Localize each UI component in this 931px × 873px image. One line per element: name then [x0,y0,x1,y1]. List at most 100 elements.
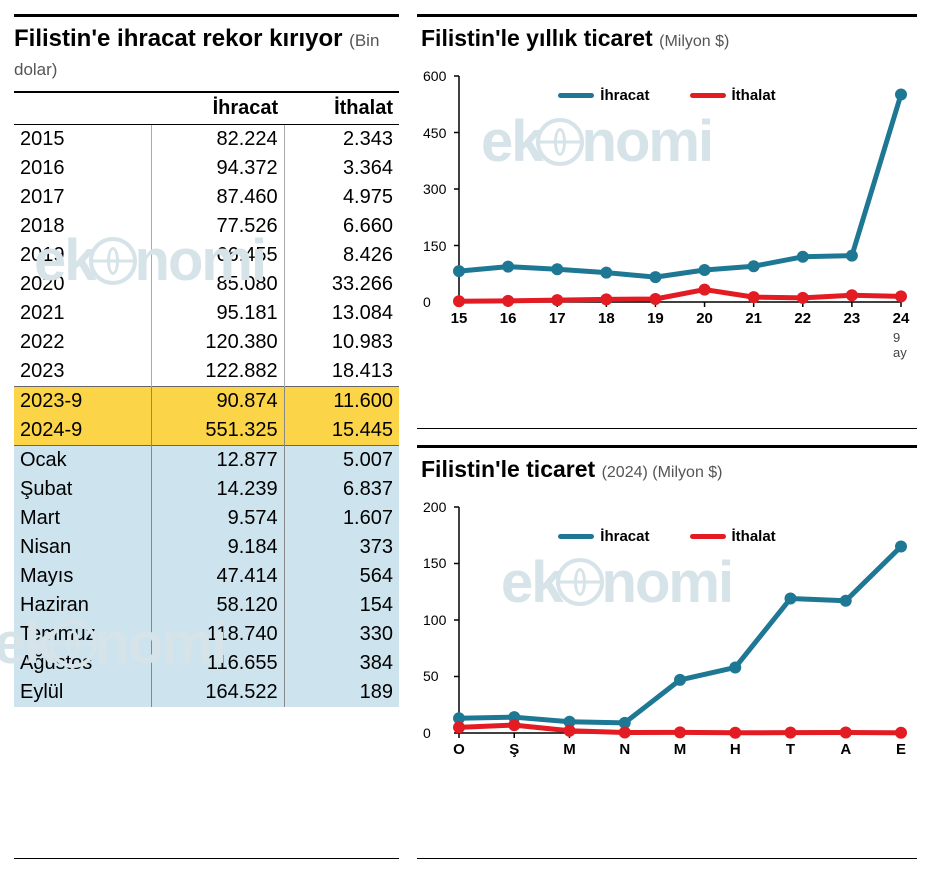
table-row: Temmuz118.740330 [14,620,399,649]
table-cell: Mart [14,504,151,533]
table-cell: 3.364 [284,154,399,183]
table-cell: 154 [284,591,399,620]
table-row: 201694.3723.364 [14,154,399,183]
table-cell: 330 [284,620,399,649]
table-cell: 12.877 [151,445,284,475]
chart1-unit: (Milyon $) [659,33,729,50]
table-cell: 58.120 [151,591,284,620]
table-cell: 189 [284,678,399,707]
table-cell: 2021 [14,299,151,328]
table-cell: Şubat [14,475,151,504]
table-cell: 33.266 [284,270,399,299]
table-cell: 116.655 [151,649,284,678]
table-cell: 118.740 [151,620,284,649]
table-cell: 14.239 [151,475,284,504]
table-row: Eylül164.522189 [14,678,399,707]
table-cell: Haziran [14,591,151,620]
table-cell: 90.874 [151,386,284,416]
table-cell: 2016 [14,154,151,183]
table-cell: 6.660 [284,212,399,241]
table-cell: Nisan [14,533,151,562]
table-cell: 164.522 [151,678,284,707]
col-header [14,92,151,125]
table-row: Mart9.5741.607 [14,504,399,533]
table-row: 202195.18113.084 [14,299,399,328]
chart1-title: Filistin'le yıllık ticaret (Milyon $) [421,25,913,52]
chart2-unit: (2024) (Milyon $) [602,464,723,481]
table-cell: 18.413 [284,357,399,387]
chart2-title: Filistin'le ticaret (2024) (Milyon $) [421,456,913,483]
table-cell: 2017 [14,183,151,212]
table-row: 201582.2242.343 [14,124,399,154]
chart2-title-text: Filistin'le ticaret [421,456,595,482]
table-cell: 85.080 [151,270,284,299]
table-row: Şubat14.2396.837 [14,475,399,504]
table-cell: 2023-9 [14,386,151,416]
table-cell: Eylül [14,678,151,707]
table-cell: 66.455 [151,241,284,270]
table-cell: 87.460 [151,183,284,212]
table-cell: 47.414 [151,562,284,591]
table-row: Ağustos116.655384 [14,649,399,678]
col-header: İhracat [151,92,284,125]
table-row: Ocak12.8775.007 [14,445,399,475]
table-row: Nisan9.184373 [14,533,399,562]
table-cell: 384 [284,649,399,678]
table-row: 201787.4604.975 [14,183,399,212]
table-cell: 2024-9 [14,416,151,446]
table-cell: 2023 [14,357,151,387]
table-cell: 1.607 [284,504,399,533]
table-cell: 6.837 [284,475,399,504]
chart-svg [421,58,913,338]
table-cell: 2018 [14,212,151,241]
table-cell: 5.007 [284,445,399,475]
table-cell: 120.380 [151,328,284,357]
table-cell: 15.445 [284,416,399,446]
table-row: 201877.5266.660 [14,212,399,241]
table-cell: 77.526 [151,212,284,241]
table-row: 2022120.38010.983 [14,328,399,357]
charts-panel: Filistin'le yıllık ticaret (Milyon $) ek… [417,14,917,859]
annual-chart-box: Filistin'le yıllık ticaret (Milyon $) ek… [417,14,917,429]
title-text: Filistin'e ihracat rekor kırıyor [14,25,343,52]
table-cell: 2.343 [284,124,399,154]
chart1-title-text: Filistin'le yıllık ticaret [421,25,653,51]
table-cell: 82.224 [151,124,284,154]
table-row: 2024-9551.32515.445 [14,416,399,446]
table-cell: 2015 [14,124,151,154]
table-cell: 9.184 [151,533,284,562]
table-cell: 13.084 [284,299,399,328]
table-row: 201966.4558.426 [14,241,399,270]
table-cell: Ağustos [14,649,151,678]
table-cell: 2022 [14,328,151,357]
table-cell: Mayıs [14,562,151,591]
table-cell: 8.426 [284,241,399,270]
table-cell: 564 [284,562,399,591]
table-panel: eknomi eknomi Filistin'e ihracat rekor k… [14,14,399,859]
table-header-row: İhracat İthalat [14,92,399,125]
table-row: 2023-990.87411.600 [14,386,399,416]
table-cell: 94.372 [151,154,284,183]
table-cell: 95.181 [151,299,284,328]
table-row: 202085.08033.266 [14,270,399,299]
table-cell: 122.882 [151,357,284,387]
monthly-chart-box: Filistin'le ticaret (2024) (Milyon $) ek… [417,445,917,860]
table-cell: 4.975 [284,183,399,212]
chart-svg [421,489,913,769]
table-cell: 551.325 [151,416,284,446]
table-cell: Ocak [14,445,151,475]
table-row: Haziran58.120154 [14,591,399,620]
chart2-area: eknomi 050100150200OŞMNMHTAE [421,489,913,769]
table-cell: 373 [284,533,399,562]
table-row: Mayıs47.414564 [14,562,399,591]
table-cell: 2020 [14,270,151,299]
table-cell: Temmuz [14,620,151,649]
col-header: İthalat [284,92,399,125]
table-title: Filistin'e ihracat rekor kırıyor (Bin do… [14,25,399,83]
table-cell: 9.574 [151,504,284,533]
data-table: İhracat İthalat 201582.2242.343201694.37… [14,91,399,707]
chart1-area: eknomi 015030045060015161718192021222324… [421,58,913,338]
table-cell: 11.600 [284,386,399,416]
table-cell: 10.983 [284,328,399,357]
table-cell: 2019 [14,241,151,270]
